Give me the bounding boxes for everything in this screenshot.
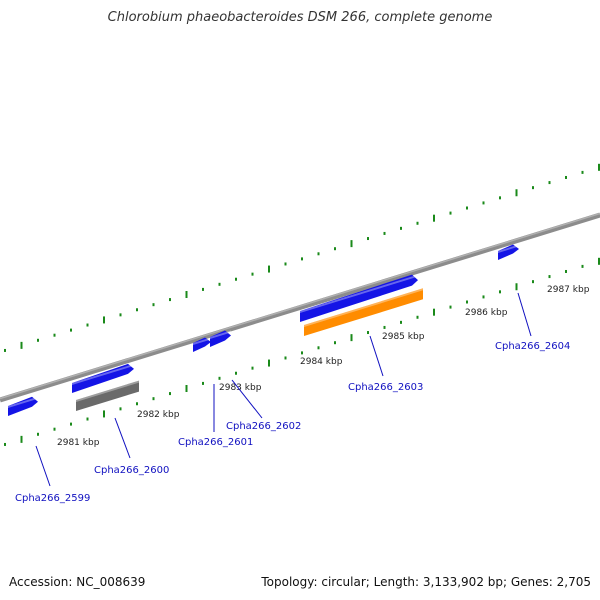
gene-cpha266-2601[interactable]: [193, 337, 211, 352]
leader-line: [35, 445, 51, 487]
backbone-highlight: [0, 212, 600, 400]
gene-label-cpha266-2602[interactable]: Cpha266_2602: [226, 421, 301, 432]
tick-marks: [4, 163, 600, 446]
gene-cpha266-2604[interactable]: [498, 244, 519, 260]
gene-label-cpha266-2603[interactable]: Cpha266_2603: [348, 382, 423, 393]
gene-label-cpha266-2600[interactable]: Cpha266_2600: [94, 465, 169, 476]
leader-line: [369, 335, 384, 377]
gene-cpha266-2600-rna[interactable]: [76, 380, 139, 411]
kbp-labels: 2981 kbp 2982 kbp 2983 kbp 2984 kbp 2985…: [57, 285, 590, 448]
gene-cpha266-2600[interactable]: [72, 363, 134, 393]
gene-label-cpha266-2604[interactable]: Cpha266_2604: [495, 341, 570, 352]
gene-label-cpha266-2601[interactable]: Cpha266_2601: [178, 437, 253, 448]
gene-cpha266-2603[interactable]: [300, 274, 418, 322]
accession-text: Accession: NC_008639: [9, 575, 146, 589]
gene-cpha266-2603-rna[interactable]: [304, 288, 423, 336]
kbp-label: 2982 kbp: [137, 410, 180, 420]
kbp-label: 2981 kbp: [57, 438, 100, 448]
gene-cpha266-2602[interactable]: [210, 330, 231, 347]
gene-features: [8, 244, 519, 416]
leader-line: [517, 292, 532, 337]
leader-line: [231, 379, 263, 419]
kbp-label: 2984 kbp: [300, 357, 343, 367]
backbone-line: [0, 212, 600, 403]
genome-title: Chlorobium phaeobacteroides DSM 266, com…: [107, 10, 493, 25]
kbp-label: 2987 kbp: [547, 285, 590, 295]
label-leader-lines: [35, 292, 532, 487]
kbp-label: 2986 kbp: [465, 308, 508, 318]
gene-label-cpha266-2599[interactable]: Cpha266_2599: [15, 493, 90, 504]
kbp-label: 2985 kbp: [382, 332, 425, 342]
kbp-label: 2983 kbp: [219, 383, 262, 393]
gene-labels: Cpha266_2599 Cpha266_2600 Cpha266_2601 C…: [15, 341, 570, 504]
topology-text: Topology: circular; Length: 3,133,902 bp…: [261, 575, 591, 589]
leader-line: [114, 417, 131, 459]
gene-cpha266-2599[interactable]: [8, 396, 38, 416]
